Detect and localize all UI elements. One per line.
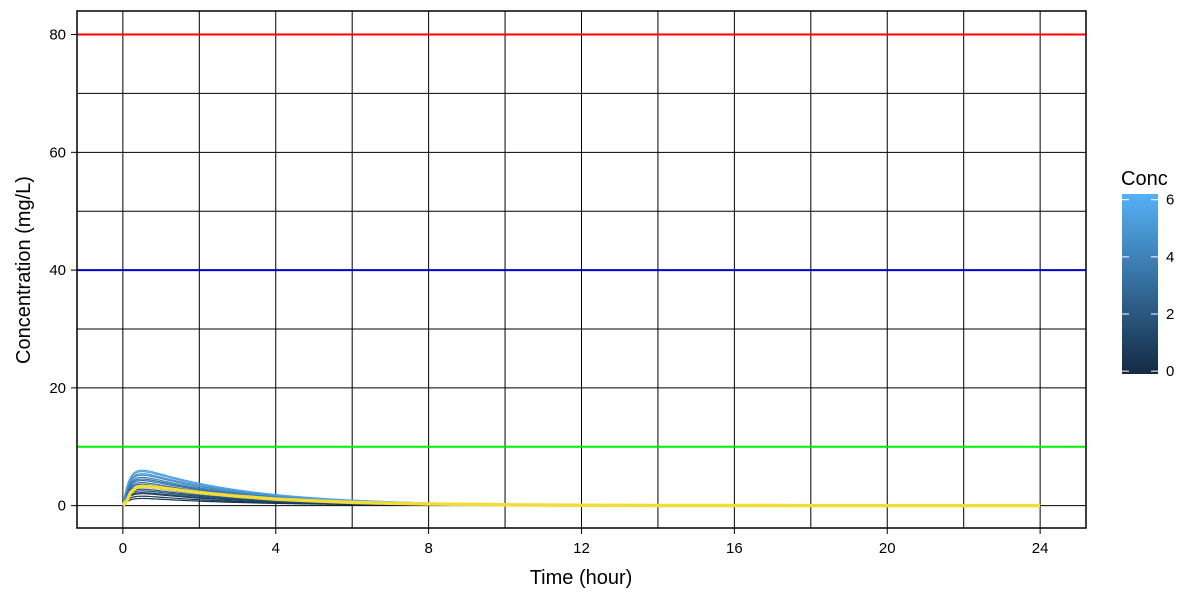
reference-lines: [77, 33, 1086, 448]
x-axis: 0 4 8 12 16 20 24: [119, 528, 1049, 557]
legend-tick-label: 4: [1166, 249, 1174, 266]
y-tick-label: 0: [58, 498, 66, 515]
y-tick-label: 60: [49, 144, 66, 161]
legend-tick-label: 2: [1166, 306, 1174, 323]
x-tick-label: 16: [726, 540, 743, 557]
legend-tick-label: 0: [1166, 363, 1174, 380]
legend-ticks: 0 2 4 6: [1122, 192, 1174, 380]
x-tick-label: 24: [1032, 540, 1049, 557]
y-axis: 0 20 40 60 80: [49, 27, 77, 515]
x-axis-title: Time (hour): [530, 567, 633, 589]
x-tick-label: 12: [573, 540, 590, 557]
legend-title: Conc: [1121, 168, 1168, 190]
color-legend: Conc 0 2 4 6: [1121, 168, 1174, 380]
legend-tick-label: 6: [1166, 192, 1174, 209]
x-tick-label: 4: [272, 540, 280, 557]
y-tick-label: 20: [49, 380, 66, 397]
x-tick-label: 8: [424, 540, 432, 557]
mean-curve: [121, 484, 1041, 508]
y-axis-title: Concentration (mg/L): [13, 176, 35, 364]
legend-colorbar: [1122, 194, 1158, 374]
mean-curve-line: [121, 484, 1041, 508]
x-tick-label: 20: [879, 540, 896, 557]
x-tick-label: 0: [119, 540, 127, 557]
y-tick-label: 80: [49, 27, 66, 44]
y-tick-label: 40: [49, 262, 66, 279]
